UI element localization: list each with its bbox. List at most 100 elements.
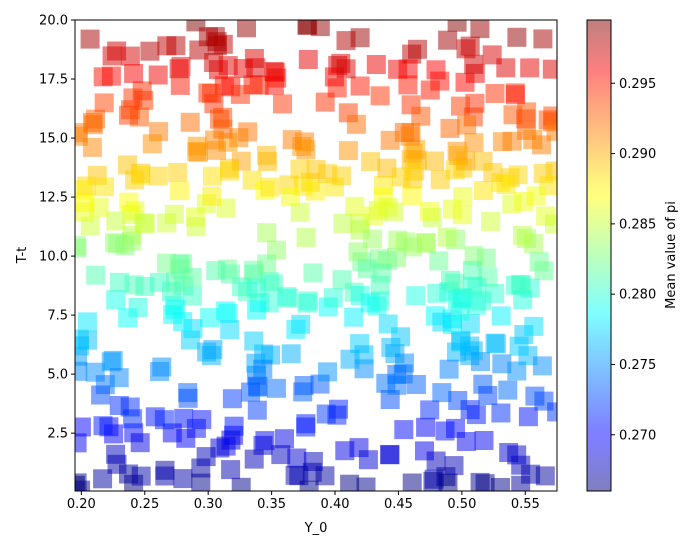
data-point: [340, 474, 360, 491]
data-point: [363, 229, 383, 249]
x-tick-label: 0.25: [130, 497, 159, 512]
data-point: [191, 473, 211, 491]
data-point: [220, 320, 240, 340]
data-point: [130, 433, 150, 453]
data-point: [542, 59, 557, 79]
data-point: [154, 410, 174, 430]
data-point: [464, 246, 484, 266]
data-point: [545, 214, 557, 234]
data-point: [120, 46, 140, 66]
data-point: [106, 290, 126, 310]
data-point: [119, 192, 139, 212]
y-axis-label: T-t: [15, 247, 30, 265]
plot-frame: [74, 19, 558, 492]
data-point: [426, 60, 446, 80]
data-point: [521, 464, 541, 484]
data-point: [166, 272, 185, 292]
data-point: [429, 251, 449, 271]
data-point: [296, 140, 316, 160]
data-point: [440, 118, 460, 138]
data-point: [507, 27, 527, 47]
data-point: [524, 316, 544, 336]
data-point: [478, 386, 498, 405]
data-point: [119, 105, 138, 125]
data-point: [546, 121, 557, 141]
data-point: [106, 211, 126, 231]
data-point: [318, 362, 337, 382]
data-point: [486, 334, 506, 354]
data-point: [391, 167, 411, 187]
data-point: [102, 46, 122, 66]
data-point: [344, 307, 364, 327]
data-point: [243, 75, 263, 95]
data-point: [535, 466, 555, 486]
data-point: [246, 278, 266, 298]
data-point: [451, 96, 470, 116]
colorbar-tick-label: 0.275: [619, 358, 656, 373]
data-point: [491, 403, 511, 423]
data-point: [86, 265, 106, 285]
data-point: [75, 433, 87, 453]
y-axis: 2.5 5.0 7.5 10.0 12.5 15.0 17.5 20.0: [39, 14, 75, 442]
data-point: [231, 477, 251, 491]
data-point: [76, 176, 96, 196]
data-point: [290, 159, 310, 179]
data-point: [155, 466, 175, 486]
data-point: [420, 80, 440, 100]
data-point: [192, 410, 212, 430]
data-point: [509, 336, 529, 356]
data-point: [457, 115, 477, 135]
data-point: [171, 56, 191, 76]
data-point: [200, 308, 220, 328]
data-point: [387, 375, 407, 395]
data-point: [439, 359, 459, 379]
data-point: [131, 466, 151, 486]
data-point: [109, 368, 129, 388]
data-point: [287, 448, 307, 468]
data-point: [333, 214, 353, 233]
y-tick-label: 2.5: [47, 427, 68, 442]
data-point: [466, 405, 486, 425]
data-point: [361, 152, 381, 172]
data-point: [520, 58, 540, 78]
colorbar-tick-label: 0.285: [619, 217, 656, 232]
data-point: [275, 429, 294, 449]
data-point: [402, 473, 422, 491]
data-point: [420, 201, 439, 221]
data-point: [460, 36, 480, 56]
data-point: [279, 288, 299, 308]
data-point: [75, 361, 88, 381]
data-point: [264, 62, 284, 81]
data-point: [475, 474, 495, 491]
data-point: [511, 275, 531, 295]
data-point: [438, 30, 458, 50]
data-point: [173, 469, 193, 489]
data-point: [465, 93, 485, 113]
data-point: [411, 106, 431, 126]
data-point: [93, 416, 113, 436]
data-point: [178, 388, 198, 408]
plot-area: [74, 19, 558, 492]
data-point: [296, 228, 316, 247]
data-point: [507, 445, 527, 465]
y-tick-label: 7.5: [47, 309, 68, 324]
data-point: [449, 145, 469, 165]
data-point: [247, 400, 267, 420]
colorbar-frame: [586, 19, 612, 492]
data-point: [437, 227, 457, 247]
data-point: [75, 473, 87, 491]
data-point: [75, 417, 91, 437]
x-tick-label: 0.20: [67, 497, 96, 512]
data-point: [470, 20, 490, 39]
data-point: [131, 165, 151, 185]
data-point: [93, 469, 113, 489]
x-tick-label: 0.35: [257, 497, 286, 512]
data-point: [189, 142, 208, 162]
data-point: [253, 359, 273, 379]
data-point: [247, 300, 267, 320]
data-point: [388, 230, 408, 250]
data-point: [350, 76, 370, 96]
data-point: [532, 135, 552, 155]
data-point: [281, 344, 301, 364]
